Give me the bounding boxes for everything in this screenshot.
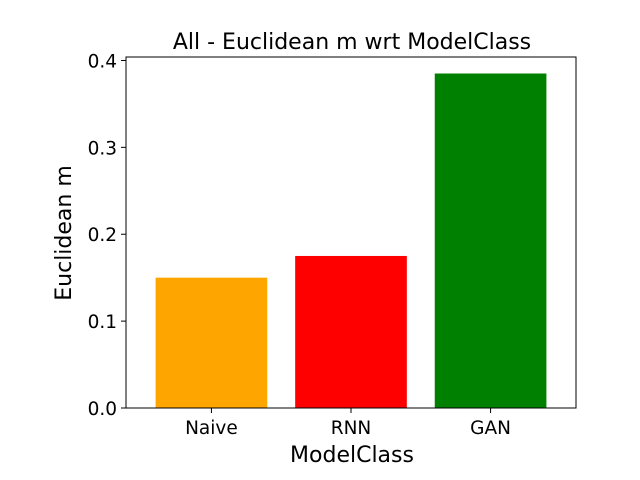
- y-tick-label: 0.3: [88, 138, 117, 159]
- y-tick-label: 0.0: [88, 399, 117, 420]
- axes-frame: [125, 56, 577, 409]
- bar-rnn: [295, 255, 407, 408]
- x-axis-label: ModelClass: [290, 443, 414, 468]
- y-tick-label: 0.2: [88, 225, 117, 246]
- x-axis-ticks: Naive RNN GAN: [185, 408, 511, 439]
- y-tick-label: 0.1: [88, 312, 117, 333]
- x-tick-label: RNN: [331, 418, 372, 439]
- bars-group: [155, 73, 547, 409]
- x-tick-label: Naive: [185, 418, 238, 439]
- y-axis-ticks: 0.0 0.1 0.2 0.3 0.4: [88, 51, 126, 420]
- chart-title: All - Euclidean m wrt ModelClass: [173, 30, 531, 55]
- bar-naive: [155, 277, 268, 408]
- y-tick-label: 0.4: [88, 51, 117, 72]
- bar-gan: [434, 73, 547, 409]
- y-axis-label: Euclidean m: [52, 165, 77, 301]
- x-tick-label: GAN: [470, 418, 511, 439]
